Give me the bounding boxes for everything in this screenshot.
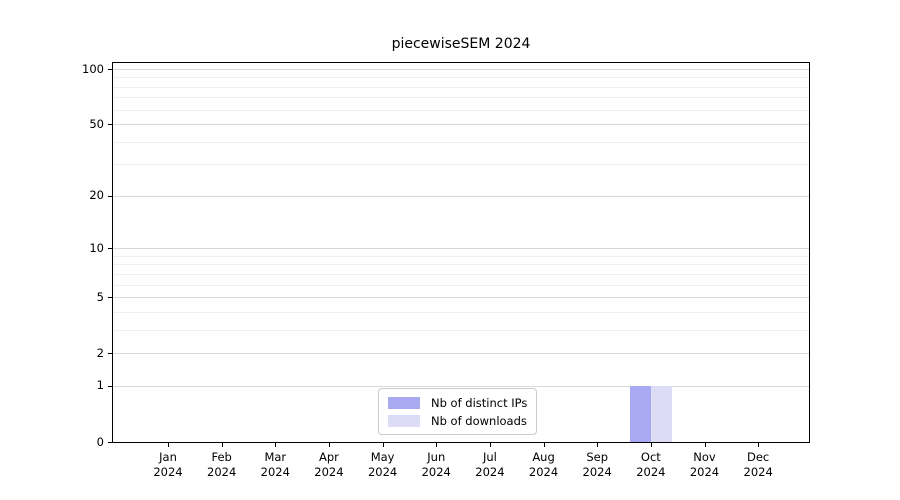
x-tick-label: Feb 2024: [207, 450, 237, 479]
gridline-major: [113, 248, 809, 250]
x-tick-label: Oct 2024: [636, 450, 666, 479]
gridline-minor: [113, 311, 809, 313]
x-tick-mark: [328, 443, 330, 447]
x-tick-mark: [436, 443, 438, 447]
bar-distinct-ips: [629, 385, 651, 442]
gridline-minor: [113, 141, 809, 143]
gridline-minor: [113, 77, 809, 79]
legend-label-downloads: Nb of downloads: [431, 413, 527, 428]
y-tick-label: 0: [96, 434, 104, 449]
y-tick-label: 50: [89, 116, 104, 131]
x-tick-mark: [168, 443, 169, 447]
y-tick-label: 20: [89, 188, 104, 203]
gridline-major: [113, 385, 809, 387]
x-tick-mark: [597, 443, 599, 447]
x-tick-mark: [275, 443, 277, 447]
x-tick-mark: [382, 443, 384, 447]
x-tick-label: Aug 2024: [528, 450, 559, 479]
gridline-minor: [113, 264, 809, 266]
y-tick-label: 1: [96, 378, 104, 393]
y-tick-mark: [108, 69, 112, 70]
y-tick-mark: [108, 248, 112, 250]
x-tick-label: Jun 2024: [421, 450, 451, 479]
x-tick-label: May 2024: [367, 450, 398, 479]
gridline-minor: [113, 273, 809, 275]
y-tick-mark: [108, 442, 112, 443]
legend-item-downloads: Nb of downloads: [388, 414, 527, 428]
x-tick-mark: [758, 443, 760, 447]
y-tick-mark: [108, 385, 112, 387]
y-tick-mark: [108, 297, 112, 299]
gridline-minor: [113, 86, 809, 88]
bar-downloads: [650, 385, 672, 442]
y-tick-mark: [108, 353, 112, 355]
legend-item-distinct-ips: Nb of distinct IPs: [388, 396, 527, 410]
x-tick-mark: [543, 443, 545, 447]
x-tick-label: Dec 2024: [743, 450, 773, 479]
legend: Nb of distinct IPs Nb of downloads: [378, 388, 538, 435]
x-tick-label: Jul 2024: [475, 450, 505, 479]
gridline-major: [113, 297, 809, 299]
legend-label-distinct-ips: Nb of distinct IPs: [431, 395, 528, 410]
gridline-major: [113, 69, 809, 70]
y-tick-label: 10: [89, 240, 104, 255]
plot-area: [112, 62, 810, 443]
gridline-minor: [113, 284, 809, 286]
y-tick-label: 5: [96, 289, 104, 304]
legend-swatch-downloads: [388, 414, 420, 427]
gridline-major: [113, 353, 809, 355]
x-tick-label: Nov 2024: [689, 450, 720, 479]
gridline-minor: [113, 97, 809, 99]
x-tick-label: Apr 2024: [314, 450, 344, 479]
x-tick-label: Sep 2024: [582, 450, 612, 479]
x-tick-label: Jan 2024: [153, 450, 183, 479]
gridline-major: [113, 124, 809, 126]
y-tick-label: 2: [96, 345, 104, 360]
y-tick-mark: [108, 124, 112, 126]
legend-swatch-distinct-ips: [388, 396, 420, 409]
chart-title: piecewiseSEM 2024: [391, 36, 531, 52]
gridline-major: [113, 195, 809, 197]
x-tick-mark: [489, 443, 491, 447]
x-tick-mark: [221, 443, 223, 447]
x-tick-mark: [650, 443, 652, 447]
x-tick-label: Mar 2024: [260, 450, 290, 479]
gridline-minor: [113, 109, 809, 111]
y-tick-mark: [108, 195, 112, 197]
x-tick-mark: [704, 443, 706, 447]
y-tick-label: 100: [82, 61, 104, 76]
gridline-minor: [113, 164, 809, 166]
gridline-minor: [113, 255, 809, 257]
gridline-minor: [113, 329, 809, 331]
